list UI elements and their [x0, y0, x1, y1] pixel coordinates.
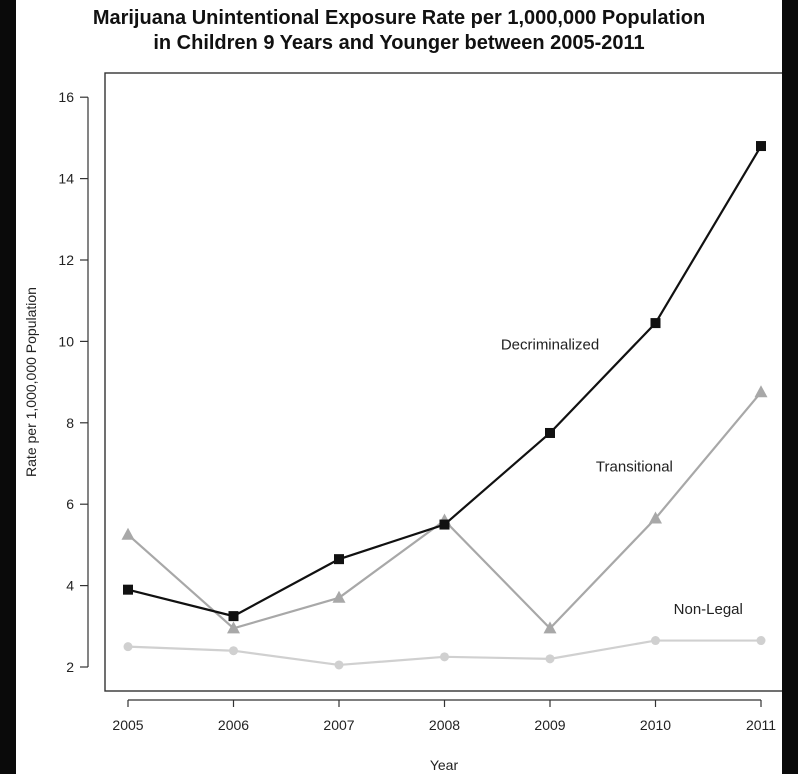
chart-frame: Marijuana Unintentional Exposure Rate pe…: [16, 0, 782, 774]
data-point-decriminalized: [756, 141, 766, 152]
data-point-non-legal: [123, 642, 133, 652]
data-point-non-legal: [756, 636, 766, 646]
data-point-non-legal: [651, 636, 660, 646]
data-point-decriminalized: [334, 554, 344, 565]
y-tick-label: 12: [58, 252, 74, 268]
x-axis-label: Year: [430, 757, 459, 773]
series-layer: Non-Legal Transitional Decriminalized: [121, 141, 768, 670]
y-tick-label: 8: [66, 415, 74, 431]
series-non-legal: Non-Legal: [123, 601, 766, 670]
series-line-decriminalized: [127, 145, 762, 618]
x-tick-label: 2011: [746, 717, 776, 733]
x-tick-label: 2005: [112, 717, 143, 733]
x-tick-label: 2007: [323, 717, 354, 733]
y-tick-label: 16: [58, 89, 74, 105]
y-tick-label: 4: [66, 578, 74, 594]
chart-title-line-2: in Children 9 Years and Younger between …: [153, 32, 645, 54]
x-axis: 2005 2006 2007 2008 2009 2010 2011: [112, 699, 776, 733]
data-point-decriminalized: [650, 318, 661, 329]
series-label-decriminalized: Decriminalized: [501, 337, 599, 354]
data-point-decriminalized: [228, 611, 239, 622]
series-label-transitional: Transitional: [596, 459, 673, 476]
data-point-transitional: [227, 621, 240, 634]
x-tick-label: 2006: [218, 717, 249, 733]
y-axis-label: Rate per 1,000,000 Population: [23, 287, 39, 477]
x-tick-label: 2010: [640, 717, 671, 733]
data-point-non-legal: [440, 652, 449, 662]
series-decriminalized: Decriminalized: [123, 141, 766, 622]
y-tick-label: 2: [66, 659, 74, 675]
data-point-decriminalized: [545, 427, 555, 438]
plot-box: [104, 72, 782, 692]
data-point-non-legal: [334, 660, 344, 670]
y-axis: 2 4 6 8 10 12 14 16: [58, 89, 89, 675]
data-point-non-legal: [229, 646, 238, 656]
y-tick-label: 14: [58, 171, 74, 187]
chart-title-line-1: Marijuana Unintentional Exposure Rate pe…: [92, 7, 706, 29]
data-point-transitional: [649, 511, 662, 524]
data-point-decriminalized: [439, 519, 450, 530]
chart-title: Marijuana Unintentional Exposure Rate pe…: [16, 6, 782, 56]
series-label-non-legal: Non-Legal: [674, 601, 743, 618]
y-tick-label: 6: [66, 496, 74, 512]
series-line-transitional: [127, 391, 762, 630]
line-chart: 2 4 6 8 10 12 14 16 2005 2006 2007 2008 2009 2010 201…: [23, 72, 782, 773]
data-point-transitional: [543, 621, 557, 634]
x-tick-label: 2008: [429, 717, 460, 733]
x-tick-label: 2009: [534, 717, 565, 733]
y-tick-label: 10: [58, 333, 74, 349]
data-point-transitional: [121, 527, 135, 540]
data-point-non-legal: [545, 654, 555, 664]
data-point-transitional: [754, 385, 768, 398]
series-transitional: Transitional: [121, 385, 768, 634]
data-point-transitional: [332, 590, 346, 603]
data-point-decriminalized: [123, 584, 133, 595]
